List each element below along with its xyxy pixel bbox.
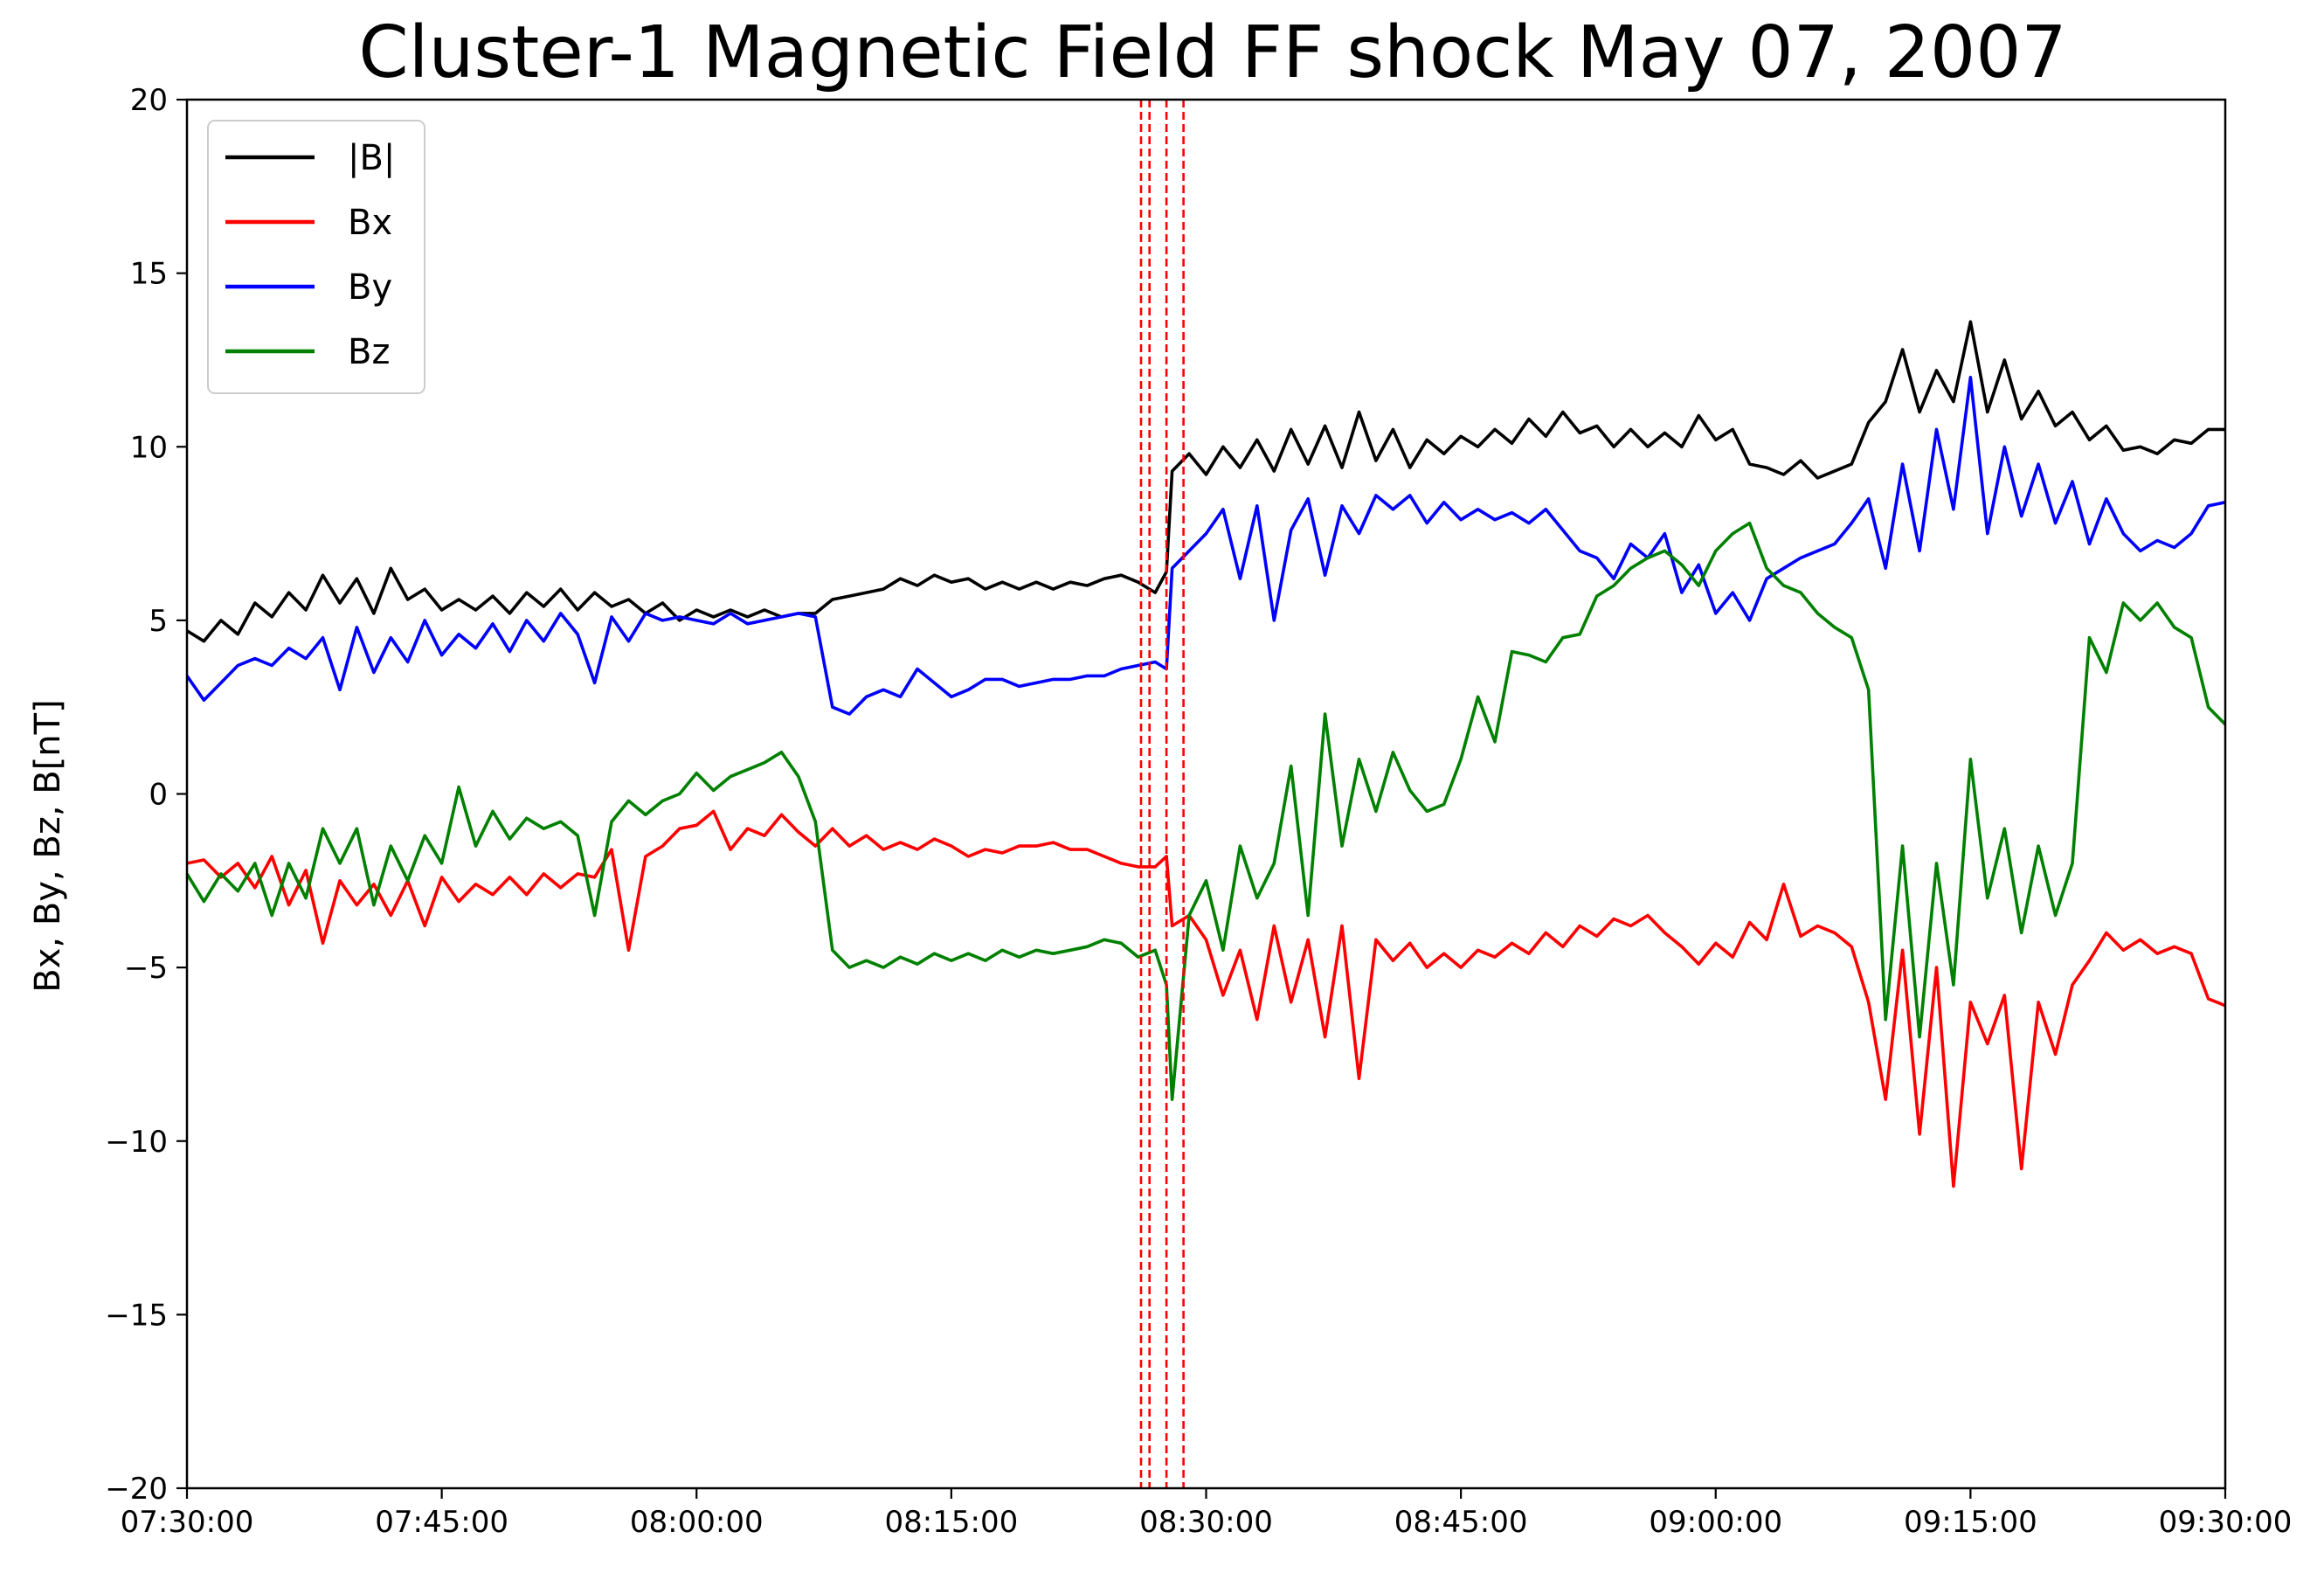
chart-title: Cluster-1 Magnetic Field FF shock May 07… (358, 11, 2066, 94)
x-tick-label: 07:30:00 (121, 1505, 254, 1540)
y-tick-label: −15 (105, 1298, 168, 1333)
x-tick-label: 08:45:00 (1394, 1505, 1528, 1540)
y-tick-label: 20 (130, 83, 168, 118)
legend-label-bmag: |B| (348, 138, 395, 178)
x-tick-label: 09:00:00 (1649, 1505, 1782, 1540)
shock-marker-lines (1139, 100, 1185, 1488)
series-line-bmag (187, 320, 2225, 643)
x-tick-label: 09:30:00 (2159, 1505, 2293, 1540)
legend-label-bx: Bx (348, 203, 392, 243)
x-tick-label: 08:30:00 (1139, 1505, 1273, 1540)
x-tick-label: 07:45:00 (375, 1505, 508, 1540)
y-tick-label: 15 (130, 257, 168, 292)
series-line-bx (187, 809, 2225, 1188)
series-line-by (187, 376, 2225, 716)
y-tick-label: 5 (149, 604, 168, 639)
x-axis-ticks: 07:30:00 07:45:00 08:00:00 08:15:00 08:30:00… (121, 1488, 2293, 1540)
y-tick-label: 0 (149, 778, 168, 813)
legend: |B| Bx By Bz (207, 120, 425, 394)
y-tick-label: −10 (105, 1125, 168, 1160)
series-line-bz (187, 521, 2225, 1101)
x-tick-label: 09:15:00 (1904, 1505, 2037, 1540)
y-axis-label: Bx, By, Bz, B[nT] (28, 699, 68, 992)
x-tick-label: 08:00:00 (630, 1505, 764, 1540)
y-tick-label: −5 (124, 951, 168, 986)
legend-label-by: By (348, 267, 392, 308)
y-axis-ticks: −20 −15 −10 −5 0 5 10 15 20 (105, 83, 187, 1507)
y-tick-label: −20 (105, 1472, 168, 1507)
x-tick-label: 08:15:00 (885, 1505, 1019, 1540)
legend-label-bz: Bz (348, 332, 390, 372)
legend-box (207, 120, 425, 394)
series-layer (187, 320, 2225, 1188)
y-tick-label: 10 (130, 430, 168, 465)
